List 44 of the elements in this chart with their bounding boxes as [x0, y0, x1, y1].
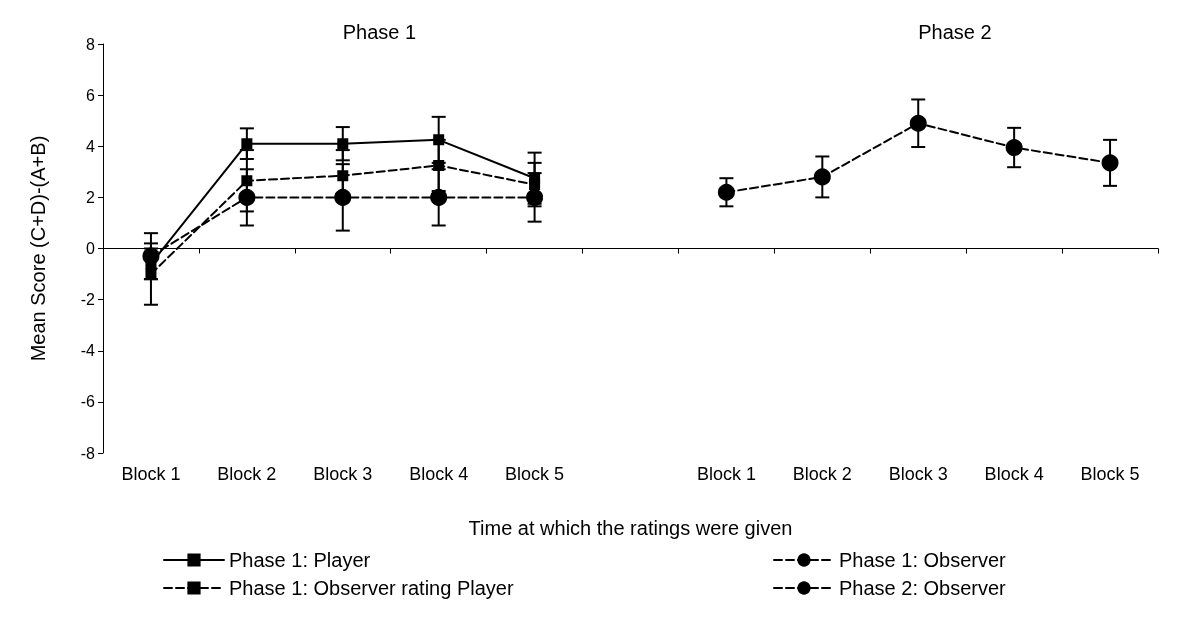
- y-tick-label: -4: [80, 342, 96, 360]
- x-tick-label: Block 4: [984, 464, 1044, 484]
- point: [337, 170, 349, 182]
- y-axis-title: Mean Score (C+D)-(A+B): [27, 135, 49, 362]
- x-tick-label: Block 3: [313, 464, 373, 484]
- y-tick-label: 0: [86, 240, 96, 257]
- x-tick-label: Block 2: [217, 464, 277, 484]
- point: [337, 138, 349, 150]
- y-tick-label: 2: [86, 188, 96, 206]
- legend-label: Phase 1: Observer: [839, 549, 1007, 571]
- text: Phase 1: [342, 21, 417, 43]
- y-tick-label: -8: [80, 444, 96, 462]
- legend-label: Phase 1: Player: [229, 549, 371, 571]
- legend-label: Phase 2: Observer: [839, 577, 1007, 599]
- point: [241, 138, 253, 150]
- text: Phase 2: [918, 21, 992, 43]
- x-tick-label: Block 2: [792, 464, 852, 484]
- point: [145, 268, 157, 280]
- y-tick-label: 6: [86, 86, 96, 104]
- point: [529, 172, 541, 184]
- point: [813, 168, 831, 186]
- point: [334, 188, 352, 206]
- point: [238, 188, 256, 206]
- point: [526, 188, 544, 206]
- y-tick-label: 4: [86, 137, 96, 155]
- x-tick-label: Block 5: [505, 464, 565, 484]
- point: [717, 183, 735, 201]
- point: [433, 134, 445, 146]
- legend-label: Phase 1: Observer rating Player: [229, 577, 514, 599]
- point: [241, 175, 253, 187]
- point: [433, 159, 445, 171]
- point: [1005, 139, 1023, 157]
- y-tick-label: -6: [80, 393, 96, 411]
- x-tick-label: Block 3: [888, 464, 948, 484]
- x-axis-title: Time at which the ratings were given: [468, 517, 793, 539]
- point: [1101, 154, 1119, 172]
- y-tick-label: -2: [80, 291, 96, 309]
- y-tick-label: 8: [86, 35, 96, 53]
- x-tick-label: Block 1: [121, 464, 181, 484]
- x-tick-label: Block 4: [409, 464, 469, 484]
- point: [909, 114, 927, 132]
- x-tick-label: Block 5: [1080, 464, 1140, 484]
- point: [430, 188, 448, 206]
- x-tick-label: Block 1: [696, 464, 756, 484]
